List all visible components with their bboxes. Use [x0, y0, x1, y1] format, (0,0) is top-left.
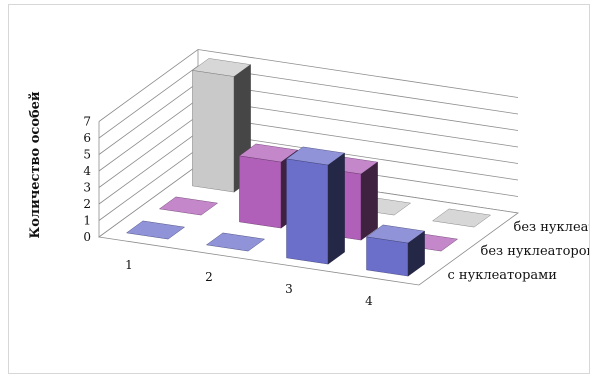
series-label: без нуклеаторов I [481, 244, 590, 259]
x-category-label: 2 [205, 270, 213, 284]
y-tick-label: 6 [83, 131, 91, 145]
bar-side [407, 230, 425, 277]
bar [365, 224, 426, 277]
bar [191, 58, 252, 193]
x-category-label: 3 [285, 282, 293, 296]
y-tick-label: 5 [83, 148, 91, 162]
y-tick-label: 2 [83, 197, 91, 211]
y-tick-label: 1 [83, 214, 91, 228]
bar-front [192, 70, 235, 193]
bar-top [205, 232, 266, 252]
bars-layer [125, 58, 492, 277]
bar [125, 220, 186, 240]
side-wall [99, 49, 198, 237]
series-label: без нуклеаторов II [514, 220, 590, 235]
bar-side [360, 161, 378, 241]
x-category-label: 1 [125, 258, 133, 272]
bar-front [286, 158, 329, 265]
chart-frame: 0 1 2 3 4 5 6 7 1 2 3 4 с нуклеаторами без нуклеато… [8, 4, 590, 374]
bar-front [366, 236, 409, 277]
bar [285, 146, 346, 265]
y-axis-label: Количество особей [28, 91, 43, 238]
series-label: с нуклеаторами [448, 268, 557, 283]
y-tick-label: 4 [83, 164, 91, 178]
bar-top [431, 208, 492, 228]
y-tick-label: 0 [83, 230, 91, 244]
bar-front [239, 155, 282, 229]
y-tick-labels: 0 1 2 3 4 5 6 7 [83, 115, 91, 245]
x-category-labels: 1 2 3 4 [125, 258, 373, 308]
series-labels: с нуклеаторами без нуклеаторов I без нукле… [448, 220, 590, 283]
bar [205, 232, 266, 252]
bar [431, 208, 492, 228]
bar-side [327, 152, 345, 265]
bar-top [125, 220, 186, 240]
bar [158, 196, 219, 216]
bar-chart-3d: 0 1 2 3 4 5 6 7 1 2 3 4 с нуклеаторами без нуклеато… [28, 49, 590, 308]
bar-top [158, 196, 219, 216]
x-category-label: 4 [365, 294, 373, 308]
y-tick-label: 3 [83, 181, 91, 195]
y-tick-label: 7 [83, 115, 91, 129]
